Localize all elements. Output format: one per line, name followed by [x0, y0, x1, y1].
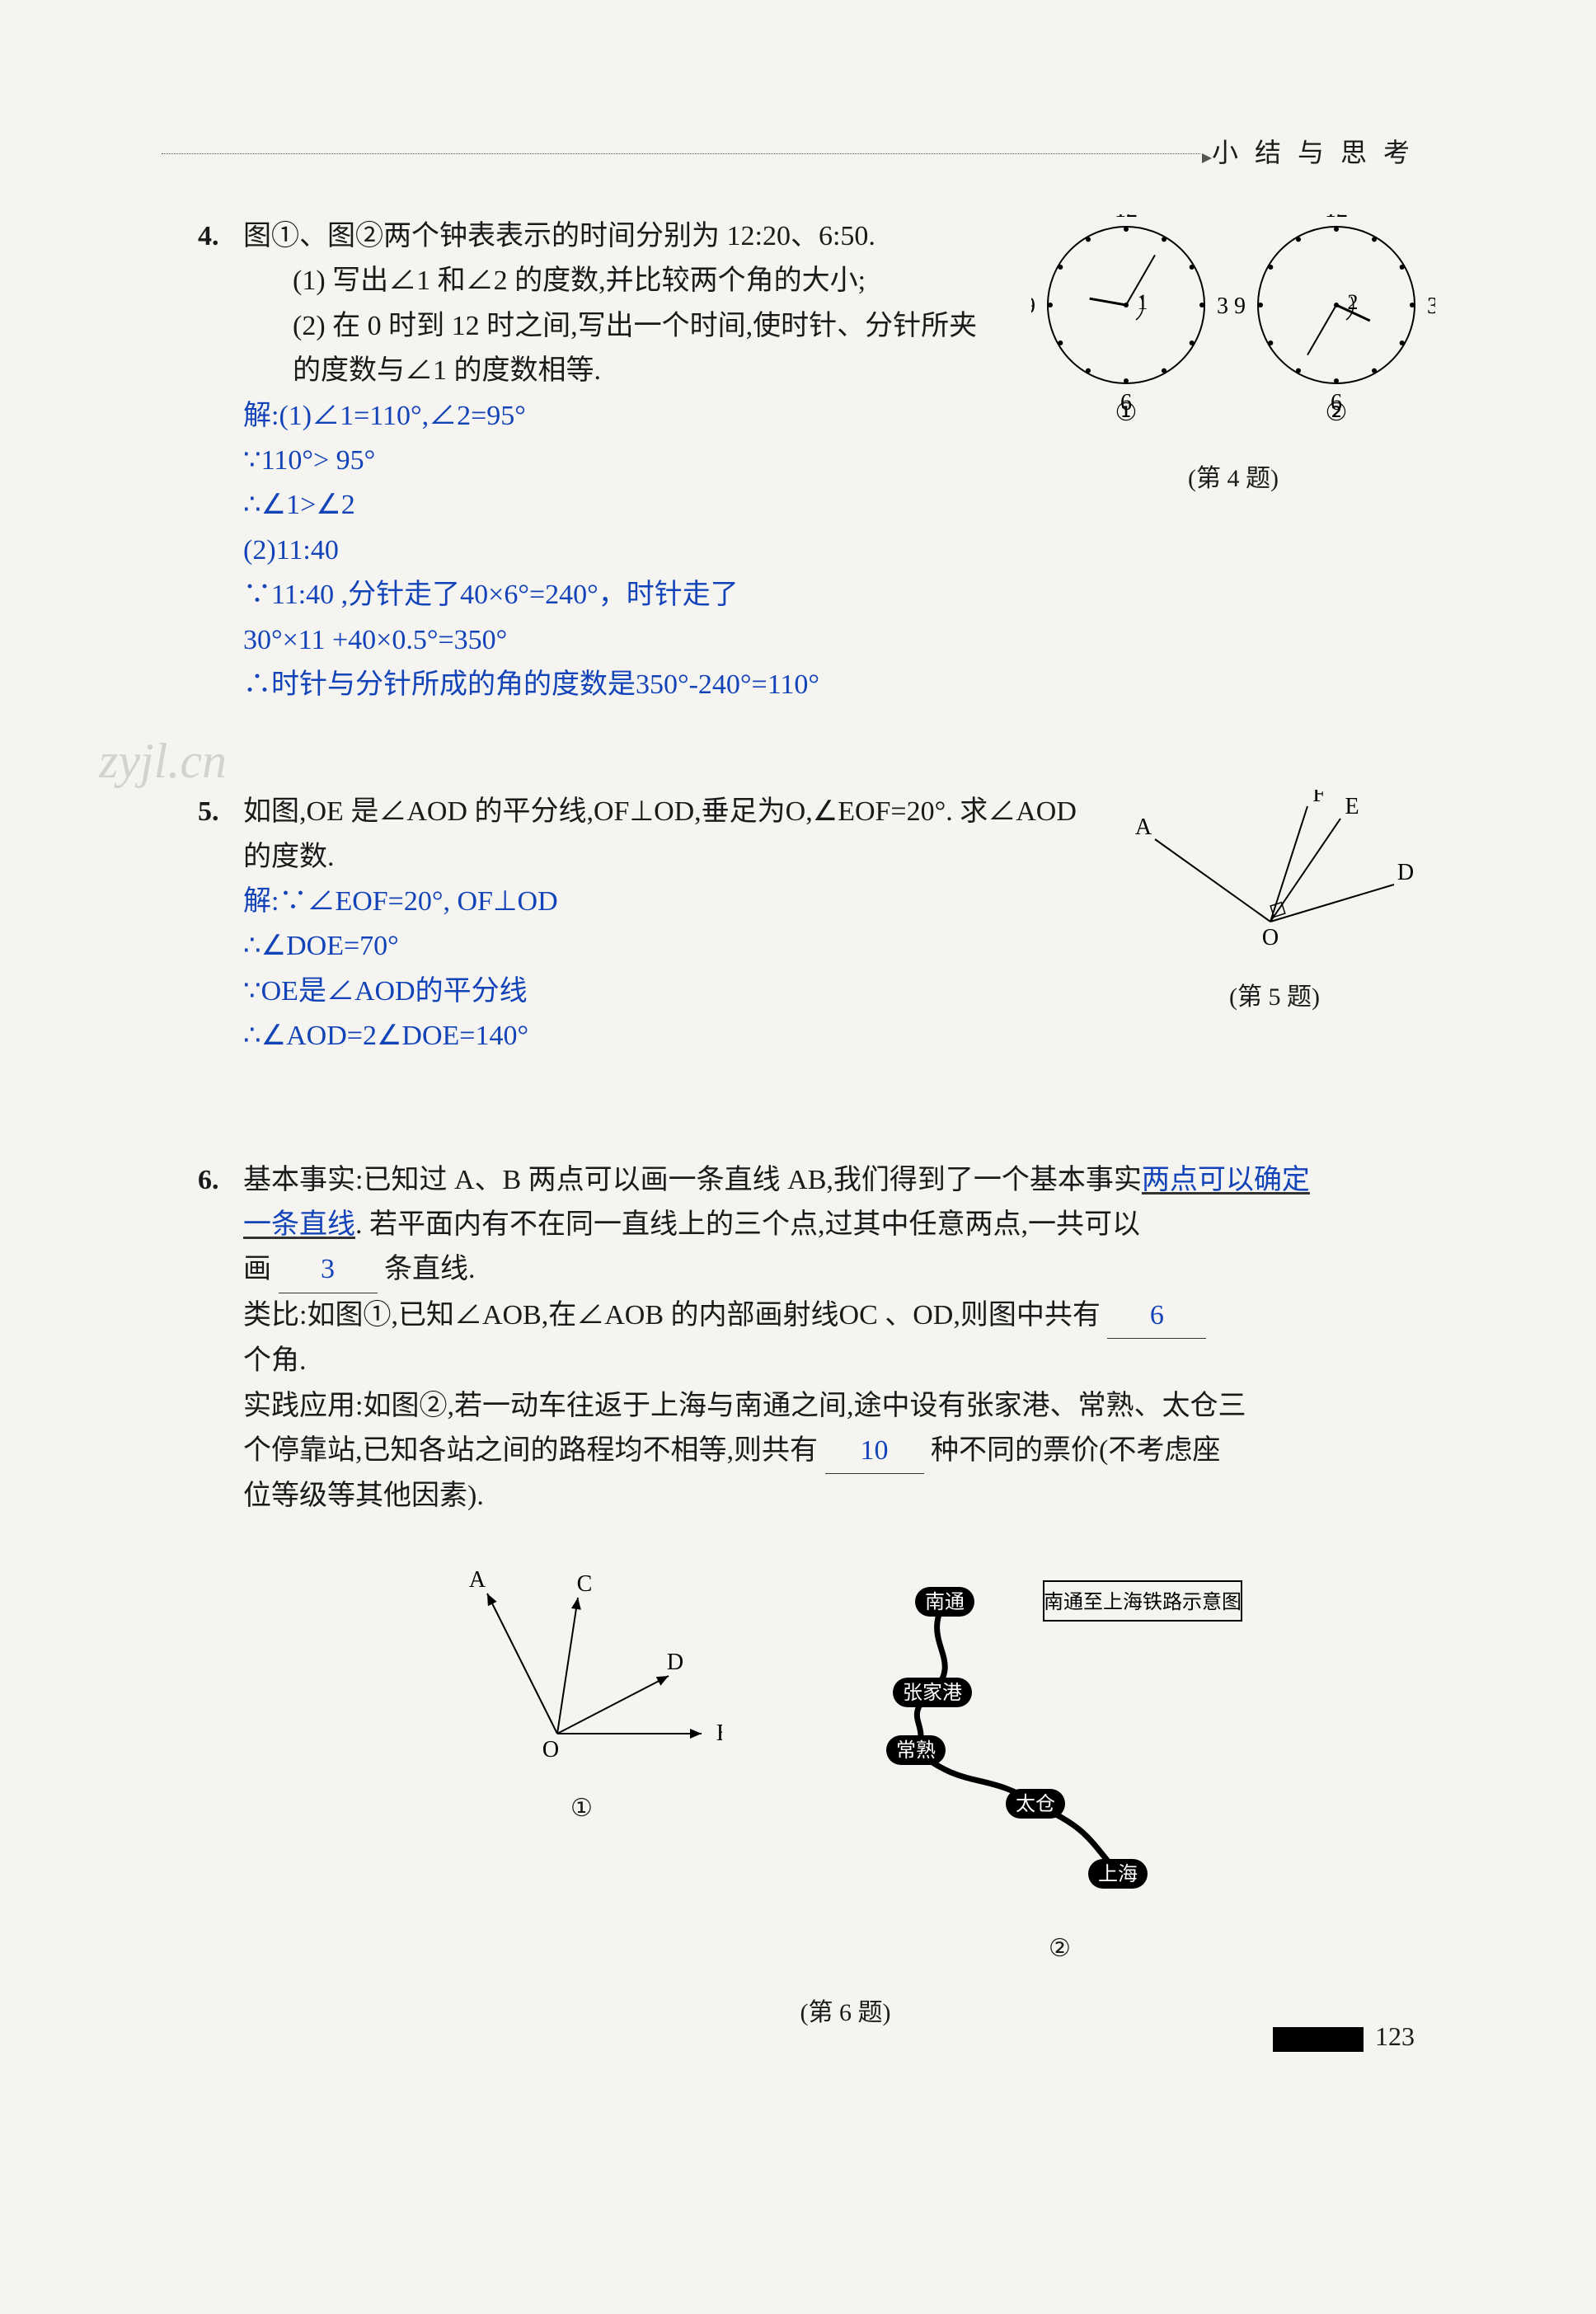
svg-text:C: C	[576, 1571, 592, 1597]
q6-t2: . 若平面内有不在同一直线上的三个点,过其中任意两点,一共可以	[355, 1209, 1140, 1240]
watermark: zyjl.cn	[99, 721, 227, 800]
q5-sol-3: ∵OE是∠AOD的平分线	[243, 969, 1101, 1014]
pagenum-text: 123	[1375, 2021, 1415, 2051]
svg-text:上海: 上海	[1098, 1863, 1138, 1885]
q4-sol-5: ∵11:40 ,分针走了40×6°=240°，时针走了	[243, 573, 994, 617]
svg-text:D: D	[666, 1650, 683, 1675]
q6-fig2-sub: ②	[871, 1929, 1250, 1969]
q6-line6: 实践应用:如图②,若一动车往返于上海与南通之间,途中设有张家港、常熟、太仓三	[243, 1384, 1448, 1429]
q6-ans1b: 一条直线	[243, 1209, 355, 1240]
svg-text:A: A	[468, 1567, 486, 1593]
svg-text:A: A	[1135, 814, 1152, 840]
svg-text:9: 9	[1031, 293, 1035, 319]
q6-line7: 个停靠站,已知各站之间的路程均不相等,则共有 10 种不同的票价(不考虑座	[243, 1429, 1448, 1474]
q6-angle-diagram: A C D B O	[442, 1561, 722, 1767]
q5-diagram: A F E D O	[1130, 790, 1419, 955]
q6-t5: 类比:如图①,已知∠AOB,在∠AOB 的内部画射线OC 、OD,则图中共有	[243, 1300, 1101, 1331]
q6-ans4: 10	[825, 1429, 924, 1474]
svg-text:F: F	[1312, 790, 1326, 807]
q6-line5: 个角.	[243, 1339, 1448, 1383]
page-number: 123	[1273, 2016, 1415, 2058]
svg-text:②: ②	[1326, 399, 1348, 426]
svg-text:3: 3	[1217, 293, 1228, 319]
q6-line4: 类比:如图①,已知∠AOB,在∠AOB 的内部画射线OC 、OD,则图中共有 6	[243, 1293, 1448, 1339]
pagenum-bar	[1273, 2027, 1364, 2052]
q5-sol-2: ∴∠DOE=70°	[243, 924, 1101, 969]
q6-line2: 一条直线. 若平面内有不在同一直线上的三个点,过其中任意两点,一共可以	[243, 1203, 1448, 1247]
q6-line8: 位等级等其他因素).	[243, 1474, 1448, 1518]
svg-text:常熟: 常熟	[896, 1739, 936, 1762]
svg-text:O: O	[1262, 925, 1279, 950]
svg-text:B: B	[716, 1720, 722, 1746]
q6-railway-diagram: 南通至上海铁路示意图 南通张家港常熟太仓上海	[871, 1561, 1250, 1907]
q4-clocks: 123691①123692②	[1031, 214, 1435, 437]
q5-stem: 如图,OE 是∠AOD 的平分线,OF⊥OD,垂足为O,∠EOF=20°. 求∠…	[243, 790, 1101, 880]
svg-text:O: O	[542, 1737, 558, 1762]
svg-text:南通至上海铁路示意图: 南通至上海铁路示意图	[1044, 1591, 1242, 1613]
q6-ans2: 3	[279, 1247, 378, 1293]
q5-sol-1: 解:∵∠EOF=20°, OF⊥OD	[243, 880, 1101, 924]
q4-sol-2: ∵110°> 95°	[243, 439, 994, 483]
problem-4: 4. 图①、图②两个钟表表示的时间分别为 12:20、6:50. (1) 写出∠…	[198, 214, 1448, 707]
q4-sol-3: ∴∠1>∠2	[243, 483, 994, 528]
q4-part1: (1) 写出∠1 和∠2 的度数,并比较两个角的大小;	[243, 259, 994, 303]
q4-stem: 图①、图②两个钟表表示的时间分别为 12:20、6:50.	[243, 214, 994, 259]
q6-line3: 画 3 条直线.	[243, 1247, 1448, 1293]
svg-text:张家港: 张家港	[903, 1682, 962, 1704]
q6-t8: 个停靠站,已知各站之间的路程均不相等,则共有	[243, 1435, 818, 1466]
svg-text:①: ①	[1115, 399, 1138, 426]
problem-4-number: 4.	[198, 214, 243, 259]
q4-sol-7: ∴时针与分针所成的角的度数是350°-240°=110°	[243, 663, 994, 707]
svg-text:9: 9	[1234, 293, 1246, 319]
q6-t1: 基本事实:已知过 A、B 两点可以画一条直线 AB,我们得到了一个基本事实	[243, 1165, 1142, 1195]
svg-text:南通: 南通	[925, 1591, 965, 1613]
svg-text:12: 12	[1115, 214, 1138, 223]
svg-text:D: D	[1397, 860, 1414, 885]
q5-sol-4: ∴∠AOD=2∠DOE=140°	[243, 1014, 1101, 1058]
svg-text:太仓: 太仓	[1016, 1793, 1055, 1815]
q4-sol-1: 解:(1)∠1=110°,∠2=95°	[243, 394, 994, 439]
q6-ans1a: 两点可以确定	[1142, 1165, 1310, 1195]
q6-t3: 画	[243, 1254, 271, 1284]
svg-text:3: 3	[1427, 293, 1435, 319]
q6-t4: 条直线.	[384, 1254, 476, 1284]
svg-text:12: 12	[1325, 214, 1348, 223]
problem-5: 5. 如图,OE 是∠AOD 的平分线,OF⊥OD,垂足为O,∠EOF=20°.…	[198, 790, 1448, 1058]
q4-sol-6: 30°×11 +40×0.5°=350°	[243, 618, 994, 663]
q6-t9: 种不同的票价(不考虑座	[931, 1435, 1220, 1466]
problem-6: 6. 基本事实:已知过 A、B 两点可以画一条直线 AB,我们得到了一个基本事实…	[198, 1158, 1448, 2034]
q6-line1: 基本事实:已知过 A、B 两点可以画一条直线 AB,我们得到了一个基本事实两点可…	[243, 1158, 1448, 1203]
q5-figlabel: (第 5 题)	[1101, 978, 1448, 1017]
q6-ans3: 6	[1107, 1293, 1206, 1339]
q4-figlabel: (第 4 题)	[1019, 459, 1448, 499]
problem-6-number: 6.	[198, 1158, 243, 1203]
q6-figlabel: (第 6 题)	[243, 1993, 1448, 2033]
q6-fig1-sub: ①	[442, 1789, 722, 1828]
svg-text:E: E	[1345, 794, 1359, 819]
page-header: 小 结 与 思 考	[1212, 132, 1415, 174]
q4-part2: (2) 在 0 时到 12 时之间,写出一个时间,使时针、分针所夹的度数与∠1 …	[243, 304, 994, 394]
q4-sol-4: (2)11:40	[243, 528, 994, 573]
